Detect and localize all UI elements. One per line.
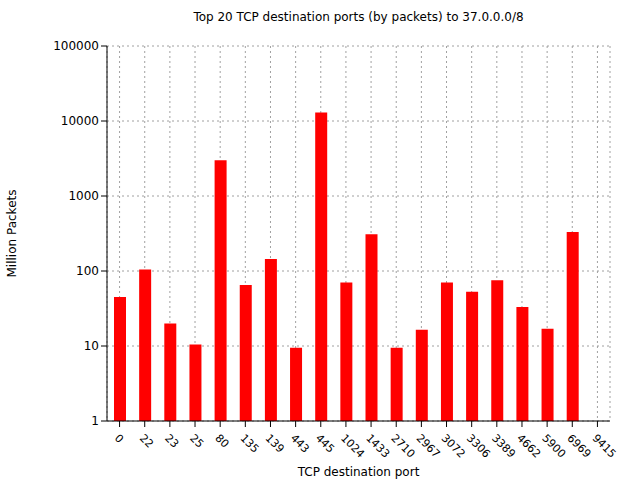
svg-text:3389: 3389 [489,432,518,461]
svg-text:1433: 1433 [363,432,392,461]
svg-text:0: 0 [112,432,126,446]
svg-text:139: 139 [263,432,287,456]
svg-text:1024: 1024 [338,432,367,461]
svg-text:22: 22 [137,432,156,451]
html-text:Top 20 TCP destination ports (: Top 20 TCP destination ports (by packets… [193,10,524,24]
svg-text:100: 100 [76,264,99,278]
svg-text:Million Packets: Million Packets [8,190,19,278]
svg-text:1: 1 [91,414,99,428]
svg-text:TCP destination port: TCP destination port [297,465,420,479]
svg-text:3072: 3072 [439,432,468,461]
svg-text:4662: 4662 [514,432,543,461]
svg-text:443: 443 [288,432,312,456]
svg-text:445: 445 [313,432,337,456]
svg-text:2710: 2710 [388,432,417,461]
svg-text:3306: 3306 [464,432,493,461]
svg-text:9415: 9415 [590,432,619,461]
svg-text:10000: 10000 [61,114,99,128]
svg-text:25: 25 [187,432,206,451]
svg-text:80: 80 [212,432,231,451]
svg-text:5900: 5900 [539,432,568,461]
svg-text:1000: 1000 [68,189,99,203]
svg-text:100000: 100000 [53,39,99,53]
svg-text:10: 10 [84,339,99,353]
svg-text:23: 23 [162,432,181,451]
svg-text:2967: 2967 [414,432,443,461]
svg-text:135: 135 [238,432,262,456]
svg-text:6969: 6969 [564,432,593,461]
